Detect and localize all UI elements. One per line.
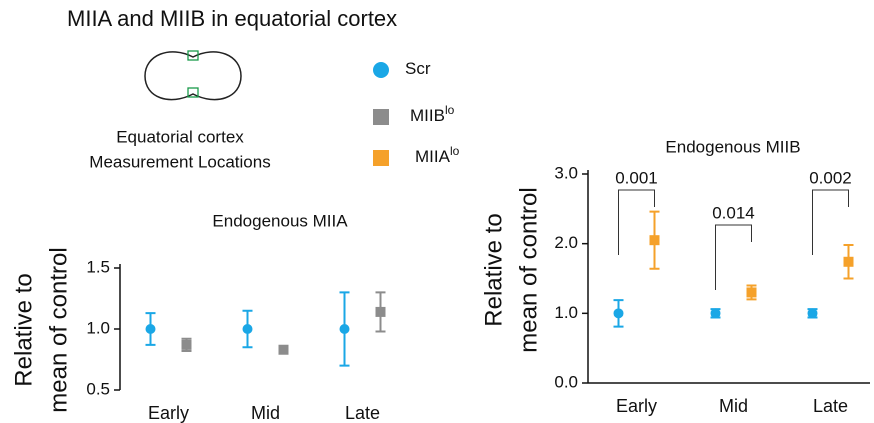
- marker: [339, 324, 350, 334]
- legend-marker: [373, 150, 389, 166]
- location-box: [187, 87, 199, 98]
- x-tick-label: Mid: [719, 396, 748, 416]
- y-tick-label: 1.0: [554, 303, 578, 322]
- legend-superscript: lo: [450, 144, 460, 158]
- legend-name: MIIB: [410, 106, 445, 125]
- marker: [746, 287, 757, 298]
- legend-marker: [373, 109, 389, 125]
- significance-bracket: [715, 224, 752, 290]
- x-tick-label: Early: [148, 403, 189, 423]
- legend-label: MIIAlo: [415, 144, 460, 166]
- marker: [375, 306, 386, 317]
- chart-title: Endogenous MIIA: [212, 211, 348, 230]
- x-tick-label: Mid: [251, 403, 280, 423]
- significance-bracket: [618, 189, 655, 255]
- marker: [843, 256, 854, 267]
- y-axis-label: Relative to: [10, 273, 37, 386]
- figure-title: MIIA and MIIB in equatorial cortex: [67, 6, 397, 31]
- schematic-caption: Measurement Locations: [89, 152, 270, 171]
- marker: [145, 324, 156, 334]
- y-tick-label: 2.0: [554, 233, 578, 252]
- legend-name: MIIA: [415, 147, 451, 166]
- marker: [181, 339, 192, 350]
- y-tick-label: 1.5: [86, 257, 110, 276]
- p-value: 0.002: [809, 168, 852, 187]
- x-tick-label: Late: [813, 396, 848, 416]
- y-axis-label: mean of control: [515, 187, 542, 352]
- y-axis-label: Relative to: [480, 213, 507, 326]
- marker: [807, 308, 818, 319]
- y-tick-label: 3.0: [554, 163, 578, 182]
- location-box: [187, 50, 199, 61]
- legend-marker: [373, 62, 389, 78]
- x-tick-label: Late: [345, 403, 380, 423]
- marker: [242, 324, 253, 334]
- legend-label: MIIBlo: [410, 103, 455, 125]
- chart-title: Endogenous MIIB: [665, 137, 800, 156]
- marker: [278, 344, 289, 355]
- y-tick-label: 0.5: [86, 379, 110, 398]
- cell-schematic: [144, 50, 242, 101]
- marker: [710, 308, 721, 319]
- schematic-caption: Equatorial cortex: [116, 127, 244, 146]
- y-tick-label: 0.0: [554, 372, 578, 391]
- cell-outline: [144, 51, 242, 101]
- y-axis-label: mean of control: [45, 247, 72, 412]
- legend-name: Scr: [405, 59, 431, 78]
- legend-superscript: lo: [445, 103, 455, 117]
- marker: [613, 308, 624, 319]
- marker: [649, 235, 660, 246]
- legend-label: Scr: [405, 59, 431, 78]
- x-tick-label: Early: [616, 396, 657, 416]
- p-value: 0.014: [712, 203, 755, 222]
- y-tick-label: 1.0: [86, 318, 110, 337]
- significance-bracket: [812, 189, 849, 255]
- p-value: 0.001: [615, 168, 658, 187]
